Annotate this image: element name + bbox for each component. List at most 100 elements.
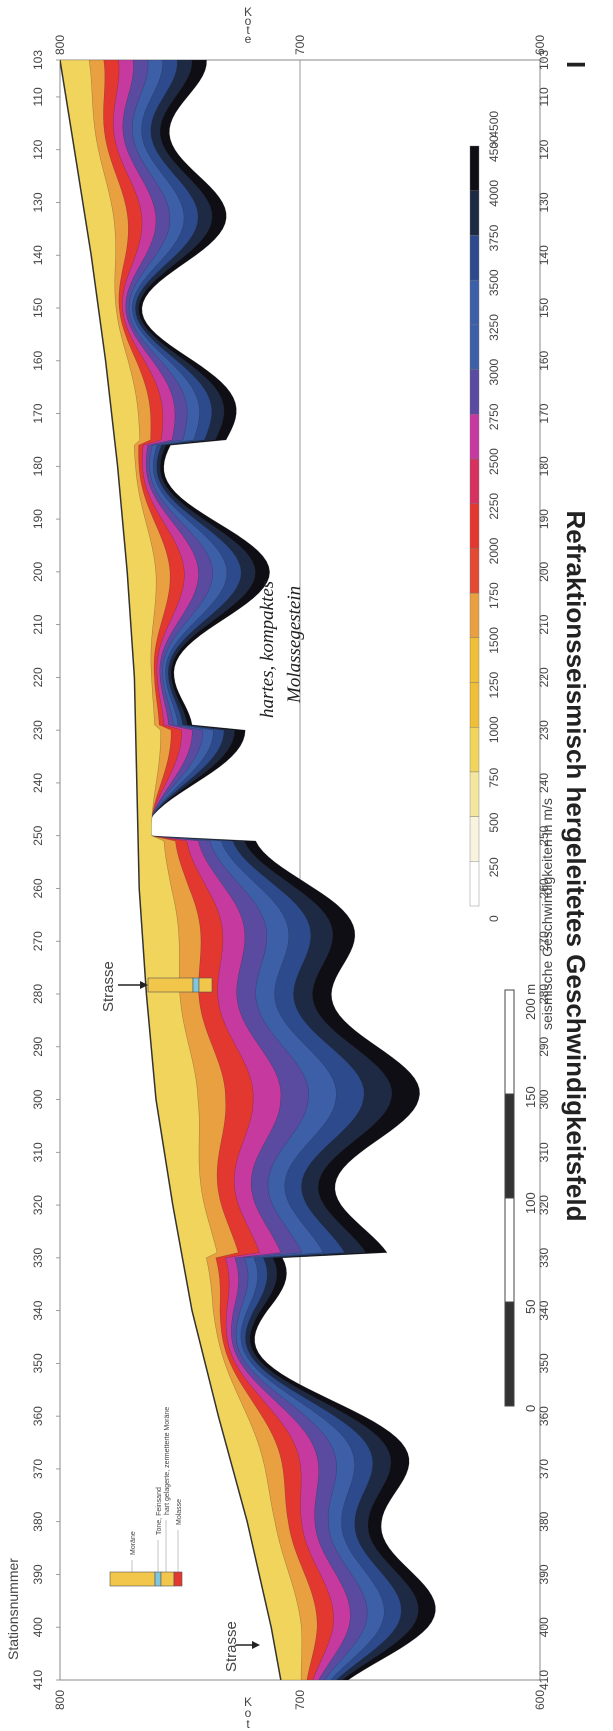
- colorbar-tick-8: 2000: [487, 537, 501, 564]
- station-tick-L-280: 280: [31, 984, 45, 1004]
- colorbar-swatch-4: [469, 682, 480, 728]
- station-tick-L-190: 190: [31, 509, 45, 529]
- colorbar-tick-13: 3250: [487, 314, 501, 341]
- borehole-column-300: [147, 977, 213, 993]
- colorbar-swatch-13: [469, 279, 480, 326]
- colorbar-swatch-14: [469, 235, 480, 281]
- station-tick-L-380: 380: [31, 1511, 45, 1531]
- station-tick-L-390: 390: [31, 1564, 45, 1584]
- station-tick-L-160: 160: [31, 350, 45, 370]
- colorbar-tick-17: 4500: [487, 135, 501, 162]
- annotation-strasse-1-text: Strasse: [223, 1621, 240, 1672]
- station-tick-L-220: 220: [31, 667, 45, 687]
- ylabel-top-letter-3: e: [245, 32, 252, 46]
- station-tick-L-230: 230: [31, 720, 45, 740]
- surface-line: [60, 60, 282, 1680]
- scalebar-label-200: 200 m: [523, 984, 538, 1020]
- ylabel-top-letter-0: K: [244, 5, 252, 19]
- station-tick-L-240: 240: [31, 773, 45, 793]
- colorbar-swatch-12: [469, 324, 480, 370]
- ylabel-bottom-letter-2: t: [246, 1717, 250, 1731]
- station-tick-L-140: 140: [31, 245, 45, 265]
- colorbar-tick-6: 1500: [487, 627, 501, 654]
- ylabel-top-letter-1: o: [245, 14, 252, 28]
- station-tick-L-103: 103: [31, 50, 45, 70]
- colorbar-swatch-6: [469, 592, 480, 638]
- colorbar-tick-5: 1250: [487, 671, 501, 698]
- station-tick-L-170: 170: [31, 403, 45, 423]
- colorbar-tick-10: 2500: [487, 448, 501, 475]
- annotation-strasse-2: Strasse: [100, 961, 148, 1012]
- colorbar-tick-15: 3750: [487, 224, 501, 251]
- station-tick-L-250: 250: [31, 825, 45, 845]
- colorbar: 0 250 500 750 1000 1250 1500 1750 2000 2250 2500 27…: [469, 111, 501, 922]
- borehole-legend-moraene: Moräne: [130, 1531, 137, 1555]
- station-tick-L-330: 330: [31, 1248, 45, 1268]
- colorbar-tick-3: 750: [487, 768, 501, 788]
- colorbar-tick-14: 3500: [487, 269, 501, 296]
- colorbar-swatch-3: [469, 726, 480, 773]
- station-tick-L-360: 360: [31, 1406, 45, 1426]
- station-tick-L-370: 370: [31, 1459, 45, 1479]
- colorbar-tick-4: 1000: [487, 716, 501, 743]
- annotation-strasse-2-text: Strasse: [100, 961, 117, 1012]
- annotation-rock-line1: hartes, kompaktes: [257, 581, 278, 718]
- station-tick-L-290: 290: [31, 1036, 45, 1056]
- ylabel-bottom-letter-1: o: [245, 1706, 252, 1720]
- kote-tick-top-800: 800: [53, 35, 67, 55]
- colorbar-swatch-15: [469, 190, 480, 236]
- annotation-rock-line2: Molassegestein: [284, 586, 305, 704]
- annotation-strasse-1: Strasse: [223, 1621, 260, 1672]
- colorbar-swatch-1: [469, 816, 480, 862]
- station-tick-L-150: 150: [31, 298, 45, 318]
- station-tick-L-180: 180: [31, 456, 45, 476]
- scalebar-label-100: 100: [523, 1192, 538, 1214]
- colorbar-label: seismische Geschwindigkeiten in m/s: [539, 798, 555, 1030]
- colorbar-swatch-7: [469, 548, 480, 594]
- colorbar-tick-9: 2250: [487, 493, 501, 520]
- colorbar-tick-0: 0: [487, 915, 501, 922]
- station-tick-L-110: 110: [31, 87, 45, 106]
- borehole-legend-tone: Tone, Feinsand: [156, 1487, 163, 1535]
- scalebar-label-50: 50: [523, 1300, 538, 1314]
- station-tick-L-350: 350: [31, 1353, 45, 1373]
- station-tick-L-200: 200: [31, 562, 45, 582]
- figure-title-prefix: I: [561, 61, 591, 68]
- colorbar-tick-12: 3000: [487, 359, 501, 386]
- scalebar-label-0: 0: [523, 1405, 538, 1412]
- borehole-legend-molasse: Molasse: [176, 1499, 183, 1525]
- kote-tick-top-700: 700: [293, 35, 307, 55]
- colorbar-swatch-8: [469, 503, 480, 549]
- station-tick-L-320: 320: [31, 1195, 45, 1215]
- colorbar-swatch-0: [469, 861, 480, 907]
- colorbar-swatch-5: [469, 637, 480, 683]
- ylabel-bottom-letter-3: e: [245, 1728, 252, 1731]
- station-tick-L-300: 300: [31, 1089, 45, 1109]
- scalebar-label-150: 150: [523, 1086, 538, 1108]
- ylabel-top-letter-2: t: [246, 23, 250, 37]
- kote-tick-bottom-700: 700: [293, 1690, 307, 1710]
- colorbar-tick-1: 250: [487, 857, 501, 877]
- station-tick-L-120: 120: [31, 139, 45, 159]
- kote-tick-top-600: 600: [533, 35, 547, 55]
- colorbar-tick-16: 4000: [487, 180, 501, 207]
- station-tick-L-130: 130: [31, 192, 45, 212]
- x-axis-label: Stationsnummer: [5, 1558, 21, 1660]
- station-tick-L-270: 270: [31, 931, 45, 951]
- colorbar-swatch-9: [469, 458, 480, 504]
- velocity-field: [60, 60, 436, 1680]
- station-tick-L-210: 210: [31, 614, 45, 634]
- station-tick-L-340: 340: [31, 1300, 45, 1320]
- kote-tick-bottom-800: 800: [53, 1690, 67, 1710]
- colorbar-swatch-11: [469, 369, 480, 415]
- kote-tick-bottom-600: 600: [533, 1690, 547, 1710]
- colorbar-tick-7: 1750: [487, 582, 501, 609]
- colorbar-tick-18: > 4500: [487, 111, 501, 148]
- borehole-legend: Moräne Tone, Feinsand hart gelagerte, ze…: [109, 1407, 183, 1587]
- station-tick-L-400: 400: [31, 1617, 45, 1637]
- borehole-legend-hart: hart gelagerte, zermetterte Moräne: [164, 1407, 171, 1515]
- station-tick-L-260: 260: [31, 878, 45, 898]
- colorbar-swatch-2: [469, 771, 480, 817]
